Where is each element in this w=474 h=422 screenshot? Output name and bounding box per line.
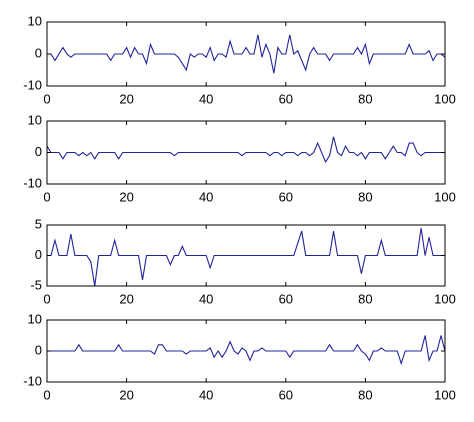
- x-tick-label: 20: [119, 189, 133, 204]
- y-tick-label: 10: [28, 13, 42, 28]
- x-tick-label: 100: [434, 387, 456, 402]
- data-line: [46, 136, 445, 164]
- y-tick-label: 0: [35, 342, 42, 357]
- x-tick-label: 100: [434, 291, 456, 306]
- y-tick-label: 10: [28, 112, 42, 127]
- y-tick-label: 0: [35, 45, 42, 60]
- x-tick-label: 100: [434, 91, 456, 106]
- y-tick-label: 5: [35, 216, 42, 231]
- data-line: [47, 227, 445, 287]
- x-tick-label: 100: [434, 189, 456, 204]
- x-tick-label: 40: [199, 91, 213, 106]
- x-tick-label: 60: [279, 189, 293, 204]
- y-tick-label: -10: [23, 77, 42, 92]
- x-tick-label: 40: [199, 189, 213, 204]
- x-tick-label: 0: [43, 91, 50, 106]
- x-tick-label: 80: [358, 291, 372, 306]
- y-tick-label: 0: [35, 144, 42, 159]
- y-tick-label: -10: [23, 175, 42, 190]
- x-tick-label: 60: [279, 291, 293, 306]
- x-tick-label: 60: [279, 387, 293, 402]
- x-tick-label: 20: [119, 291, 133, 306]
- data-line: [47, 34, 446, 74]
- x-tick-label: 20: [119, 91, 133, 106]
- x-tick-label: 40: [199, 387, 213, 402]
- y-tick-label: -5: [30, 277, 42, 292]
- x-tick-label: 0: [43, 189, 50, 204]
- x-tick-label: 40: [199, 291, 213, 306]
- x-tick-label: 60: [279, 91, 293, 106]
- data-line: [47, 335, 446, 366]
- x-tick-label: 20: [119, 387, 133, 402]
- x-tick-label: 0: [43, 291, 50, 306]
- y-tick-label: 0: [35, 247, 42, 262]
- x-tick-label: 80: [358, 189, 372, 204]
- x-tick-label: 0: [43, 387, 50, 402]
- y-tick-label: 10: [28, 311, 42, 326]
- x-tick-label: 80: [358, 91, 372, 106]
- x-tick-label: 80: [358, 387, 372, 402]
- y-tick-label: -10: [23, 373, 42, 388]
